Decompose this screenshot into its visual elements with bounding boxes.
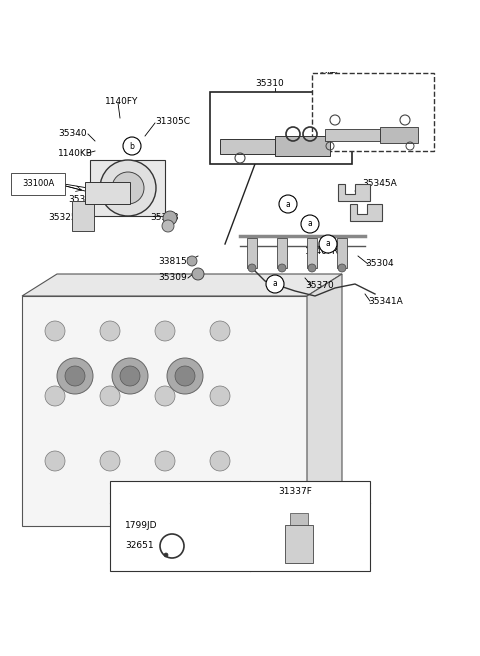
FancyBboxPatch shape: [22, 296, 307, 526]
Text: 33815E: 33815E: [158, 256, 192, 266]
Circle shape: [308, 264, 316, 272]
Text: 35341A: 35341A: [368, 297, 403, 306]
Text: a: a: [286, 199, 290, 209]
Circle shape: [100, 160, 156, 216]
Polygon shape: [338, 184, 370, 201]
Circle shape: [175, 366, 195, 386]
FancyBboxPatch shape: [285, 525, 313, 563]
Text: 35312H: 35312H: [218, 136, 253, 146]
Text: 35340: 35340: [58, 129, 86, 138]
Text: b: b: [130, 142, 134, 150]
Circle shape: [100, 386, 120, 406]
Text: 1140FR: 1140FR: [305, 247, 339, 255]
Circle shape: [112, 358, 148, 394]
Text: 35312A: 35312A: [305, 136, 340, 146]
Circle shape: [319, 235, 337, 253]
Circle shape: [210, 386, 230, 406]
Circle shape: [45, 386, 65, 406]
FancyBboxPatch shape: [380, 127, 418, 143]
Polygon shape: [307, 274, 342, 526]
Polygon shape: [350, 204, 382, 221]
Text: 35305: 35305: [68, 194, 97, 203]
Text: 35325D: 35325D: [48, 213, 84, 222]
Circle shape: [192, 268, 204, 280]
Text: 35304: 35304: [365, 260, 394, 268]
Circle shape: [65, 366, 85, 386]
Polygon shape: [22, 274, 342, 296]
Text: 33100A: 33100A: [12, 180, 47, 188]
FancyBboxPatch shape: [275, 136, 330, 156]
Text: 1140FY: 1140FY: [105, 96, 138, 106]
Circle shape: [248, 264, 256, 272]
FancyBboxPatch shape: [110, 481, 370, 571]
FancyBboxPatch shape: [325, 129, 380, 141]
Circle shape: [155, 321, 175, 341]
Circle shape: [100, 321, 120, 341]
FancyBboxPatch shape: [210, 92, 352, 164]
Text: 33100A: 33100A: [22, 180, 54, 188]
Circle shape: [187, 256, 197, 266]
Text: a: a: [126, 487, 131, 497]
Circle shape: [338, 264, 346, 272]
Text: b: b: [260, 487, 264, 497]
Circle shape: [155, 451, 175, 471]
FancyBboxPatch shape: [290, 513, 308, 525]
FancyBboxPatch shape: [220, 139, 275, 154]
Circle shape: [210, 321, 230, 341]
Text: a: a: [273, 279, 277, 289]
FancyBboxPatch shape: [72, 201, 94, 231]
Circle shape: [167, 358, 203, 394]
Text: 35312F: 35312F: [288, 106, 322, 115]
Text: 35310: 35310: [255, 79, 284, 89]
Text: 32651: 32651: [125, 541, 154, 550]
Text: 31337F: 31337F: [278, 487, 312, 497]
Text: 35345A: 35345A: [362, 180, 397, 188]
Circle shape: [120, 484, 136, 500]
Circle shape: [45, 451, 65, 471]
FancyBboxPatch shape: [85, 182, 130, 204]
FancyBboxPatch shape: [277, 238, 287, 268]
Circle shape: [120, 366, 140, 386]
Circle shape: [301, 215, 319, 233]
Text: (KIT): (KIT): [318, 72, 339, 81]
Circle shape: [210, 451, 230, 471]
Circle shape: [45, 321, 65, 341]
Text: a: a: [325, 239, 330, 249]
Circle shape: [163, 211, 177, 225]
Text: 35370: 35370: [305, 281, 334, 291]
Circle shape: [164, 553, 168, 557]
Circle shape: [155, 386, 175, 406]
FancyBboxPatch shape: [90, 160, 165, 216]
Circle shape: [279, 195, 297, 213]
Text: 35323: 35323: [150, 213, 179, 222]
Circle shape: [100, 451, 120, 471]
Circle shape: [123, 137, 141, 155]
FancyBboxPatch shape: [307, 238, 317, 268]
Text: 31305C: 31305C: [155, 117, 190, 125]
FancyBboxPatch shape: [312, 73, 434, 151]
Text: 1140KB: 1140KB: [58, 148, 93, 157]
FancyBboxPatch shape: [337, 238, 347, 268]
FancyBboxPatch shape: [11, 173, 65, 195]
Circle shape: [254, 484, 270, 500]
Text: 35309: 35309: [158, 274, 187, 283]
Text: 1799JD: 1799JD: [125, 522, 157, 531]
FancyBboxPatch shape: [247, 238, 257, 268]
Text: a: a: [308, 220, 312, 228]
Text: 35312K: 35312K: [355, 83, 389, 92]
Circle shape: [162, 220, 174, 232]
Circle shape: [278, 264, 286, 272]
Circle shape: [57, 358, 93, 394]
Circle shape: [266, 275, 284, 293]
Circle shape: [112, 172, 144, 204]
